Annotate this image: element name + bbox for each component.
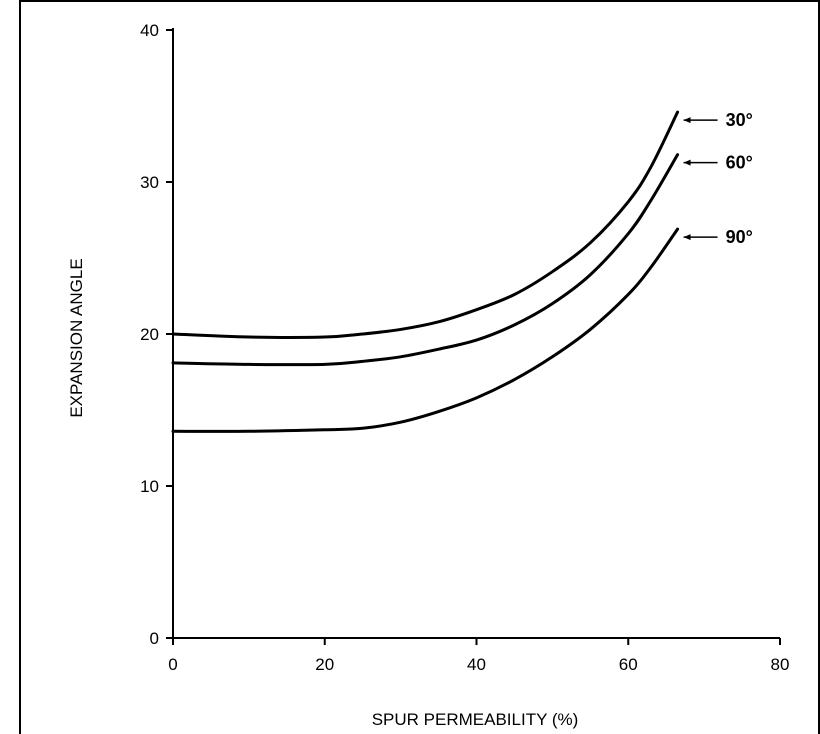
y-tick-label: 0 [150, 629, 159, 648]
series-label-3: 90° [726, 227, 753, 247]
series-line-3 [171, 227, 680, 433]
arrowhead-icon [683, 234, 691, 241]
y-tick-label: 40 [140, 21, 159, 40]
series-line-2 [171, 153, 680, 367]
x-tick-label: 40 [467, 655, 486, 674]
y-axis-title: EXPANSION ANGLE [67, 258, 86, 417]
frame-left-border [19, 0, 21, 734]
axes [167, 28, 780, 644]
arrowhead-icon [683, 159, 691, 166]
x-axis-title: SPUR PERMEABILITY (%) [372, 710, 579, 729]
frame-top-border [19, 0, 820, 2]
x-tick-label: 0 [168, 655, 177, 674]
x-ticks: 0 20 40 60 80 [168, 638, 789, 674]
x-tick-label: 20 [315, 655, 334, 674]
y-tick-label: 30 [140, 173, 159, 192]
y-tick-label: 10 [140, 477, 159, 496]
series-label-2: 60° [726, 153, 753, 173]
x-tick-label: 80 [771, 655, 790, 674]
series-labels: 30° 60° 90° [683, 110, 753, 247]
frame-right-border [818, 0, 820, 734]
series-label-1: 30° [726, 110, 753, 130]
arrowhead-icon [683, 117, 691, 124]
series-line-1 [171, 110, 680, 339]
x-tick-label: 60 [619, 655, 638, 674]
series-lines [171, 110, 680, 433]
y-tick-label: 20 [140, 325, 159, 344]
y-ticks: 0 10 20 30 40 [140, 21, 173, 648]
